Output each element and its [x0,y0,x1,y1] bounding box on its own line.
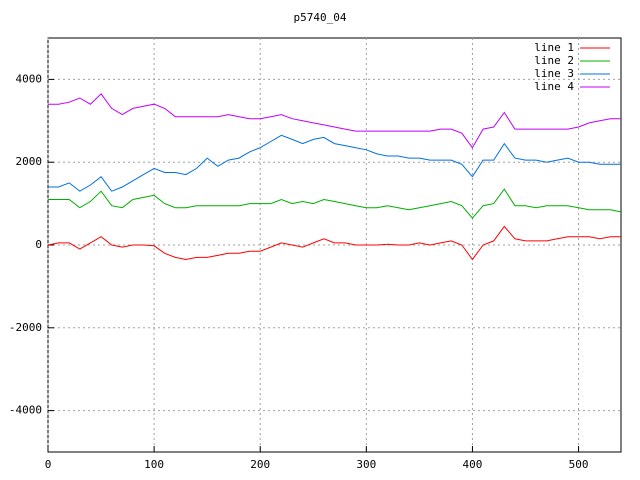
y-tick-label: 2000 [16,155,43,168]
x-tick-label: 0 [45,458,52,471]
series-line [47,225,621,261]
legend-label: line 4 [534,80,574,93]
x-tick-label: 100 [144,458,164,471]
series-line [48,188,622,219]
x-tick-label: 500 [569,458,589,471]
legend-label: line 1 [534,41,574,54]
x-tick-label: 300 [356,458,376,471]
legend-label: line 2 [534,54,574,67]
y-tick-label: -4000 [9,404,42,417]
x-tick-label: 200 [250,458,270,471]
chart-title: p5740_04 [294,11,347,24]
x-tick-label: 400 [463,458,483,471]
series-line [48,93,621,149]
series-line [48,134,621,192]
y-tick-label: 4000 [16,72,43,85]
y-tick-label: 0 [35,238,42,251]
y-tick-label: -2000 [9,321,42,334]
legend-label: line 3 [534,67,574,80]
